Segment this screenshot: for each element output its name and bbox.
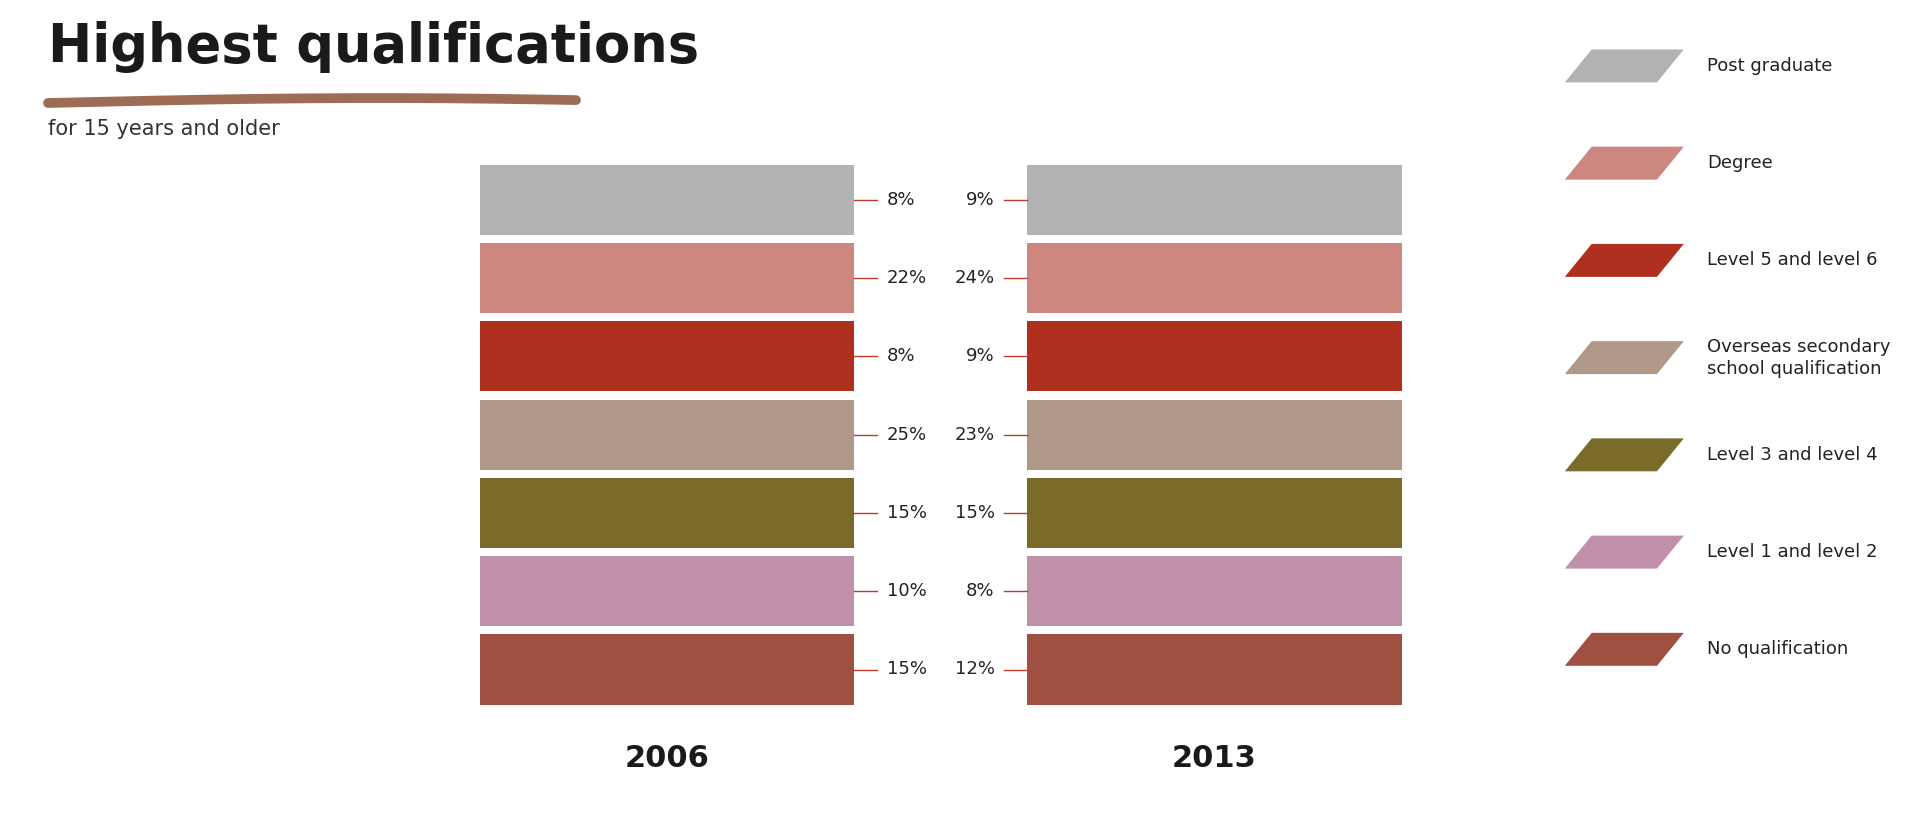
Polygon shape — [1565, 244, 1684, 277]
Text: 12%: 12% — [954, 661, 995, 678]
Text: Level 3 and level 4: Level 3 and level 4 — [1707, 446, 1878, 464]
Bar — [480, 478, 854, 548]
Bar — [480, 321, 854, 391]
Polygon shape — [1565, 536, 1684, 569]
Text: 2013: 2013 — [1171, 743, 1258, 773]
Bar — [480, 634, 854, 705]
Bar — [480, 243, 854, 313]
Text: 15%: 15% — [954, 504, 995, 522]
Text: Overseas secondary
school qualification: Overseas secondary school qualification — [1707, 338, 1891, 377]
Bar — [1027, 634, 1402, 705]
Text: 10%: 10% — [887, 583, 927, 600]
Polygon shape — [1565, 49, 1684, 82]
Polygon shape — [1565, 438, 1684, 471]
Bar — [1027, 165, 1402, 235]
Polygon shape — [1565, 147, 1684, 180]
Text: 8%: 8% — [887, 348, 916, 365]
Text: 2006: 2006 — [624, 743, 710, 773]
Text: 15%: 15% — [887, 661, 927, 678]
Text: 9%: 9% — [966, 191, 995, 208]
Text: 24%: 24% — [954, 269, 995, 287]
Text: No qualification: No qualification — [1707, 640, 1849, 658]
Text: Post graduate: Post graduate — [1707, 57, 1832, 75]
Text: 25%: 25% — [887, 426, 927, 443]
Text: 15%: 15% — [887, 504, 927, 522]
Text: Level 1 and level 2: Level 1 and level 2 — [1707, 543, 1878, 561]
Text: 8%: 8% — [966, 583, 995, 600]
Bar — [480, 400, 854, 470]
Text: 23%: 23% — [954, 426, 995, 443]
Text: 9%: 9% — [966, 348, 995, 365]
Text: for 15 years and older: for 15 years and older — [48, 119, 280, 139]
Bar — [1027, 400, 1402, 470]
Text: Degree: Degree — [1707, 154, 1772, 172]
Bar — [1027, 243, 1402, 313]
Text: Highest qualifications: Highest qualifications — [48, 21, 699, 73]
Bar — [1027, 478, 1402, 548]
Polygon shape — [1565, 341, 1684, 374]
Text: Level 5 and level 6: Level 5 and level 6 — [1707, 251, 1878, 269]
Text: 8%: 8% — [887, 191, 916, 208]
Bar — [1027, 321, 1402, 391]
Bar — [480, 165, 854, 235]
Bar — [1027, 556, 1402, 626]
Bar — [480, 556, 854, 626]
Text: 22%: 22% — [887, 269, 927, 287]
Polygon shape — [1565, 633, 1684, 666]
